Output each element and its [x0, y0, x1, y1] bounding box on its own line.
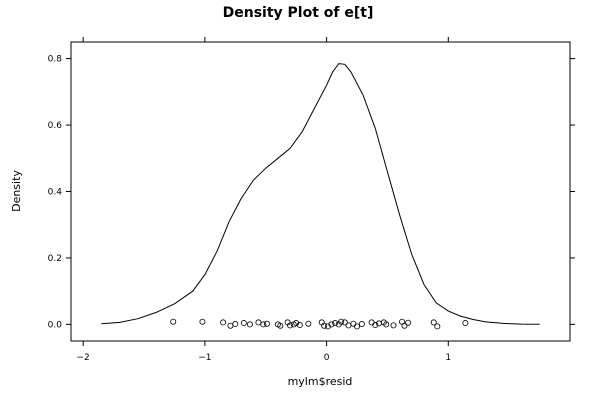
y-tick-label-0: 0.0: [48, 320, 63, 330]
x-tick-label-0: −2: [77, 353, 90, 363]
y-tick-label-3: 0.6: [48, 121, 63, 131]
data-point-17: [305, 320, 312, 327]
data-point-41: [462, 320, 469, 327]
data-point-13: [287, 322, 294, 329]
data-point-34: [383, 321, 390, 328]
data-point-24: [338, 318, 345, 325]
x-axis: −2 −1 0 1: [77, 37, 451, 363]
data-point-8: [260, 321, 267, 328]
data-point-3: [227, 322, 234, 329]
x-axis-label: mylm$resid: [288, 375, 353, 388]
data-point-28: [354, 323, 361, 330]
data-point-40: [434, 323, 441, 330]
y-axis: 0.0 0.2 0.4 0.6 0.8: [48, 55, 575, 330]
density-curve: [101, 63, 540, 325]
data-point-5: [240, 320, 247, 327]
data-point-19: [321, 322, 328, 329]
data-point-20: [324, 323, 331, 330]
x-tick-label-2: 0: [324, 353, 330, 363]
data-point-0: [170, 318, 177, 325]
data-point-21: [328, 321, 335, 328]
data-point-29: [358, 321, 365, 328]
data-points: [170, 318, 469, 330]
data-point-4: [232, 321, 239, 328]
data-point-31: [372, 322, 379, 329]
data-point-11: [277, 322, 284, 329]
data-point-6: [246, 321, 253, 328]
y-axis-label: Density: [10, 170, 23, 212]
data-point-26: [345, 322, 352, 329]
x-tick-label-1: −1: [198, 353, 211, 363]
x-tick-label-3: 1: [445, 353, 451, 363]
data-point-16: [296, 322, 303, 329]
data-point-2: [220, 319, 227, 326]
plot-frame: [70, 41, 571, 342]
data-point-22: [332, 320, 339, 327]
data-point-7: [255, 319, 262, 326]
data-point-27: [350, 320, 357, 327]
data-point-30: [368, 319, 375, 326]
data-point-35: [390, 322, 397, 329]
data-point-9: [263, 320, 270, 327]
data-point-1: [199, 318, 206, 325]
data-point-15: [293, 320, 300, 327]
y-tick-label-2: 0.4: [48, 188, 63, 198]
chart-title: Density Plot of e[t]: [223, 5, 374, 21]
data-point-25: [341, 319, 348, 326]
data-point-38: [405, 319, 412, 326]
data-point-37: [401, 322, 408, 329]
y-tick-label-4: 0.8: [48, 55, 63, 65]
y-tick-label-1: 0.2: [48, 254, 62, 264]
data-point-39: [430, 319, 437, 326]
